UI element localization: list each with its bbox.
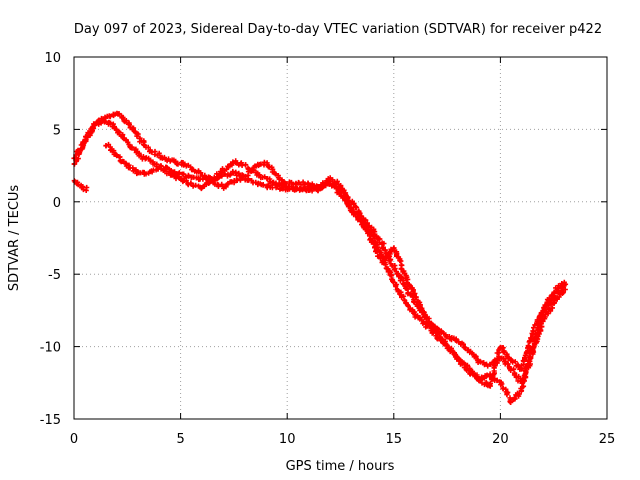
x-tick-label: 20 — [492, 432, 509, 447]
sdtvar-chart: 0 5 10 15 20 25 -15 -10 -5 0 5 10 Day 097 of 2023,… — [0, 0, 640, 480]
chart-title: Day 097 of 2023, Sidereal Day-to-day VTE… — [74, 22, 602, 37]
x-axis-label: GPS time / hours — [286, 459, 395, 474]
x-tick-label: 5 — [176, 432, 184, 447]
x-tick-label: 25 — [599, 432, 616, 447]
x-tick-label: 10 — [279, 432, 296, 447]
x-tick-label: 15 — [386, 432, 403, 447]
y-tick-label: -5 — [48, 268, 61, 283]
x-tick-label: 0 — [70, 432, 78, 447]
y-tick-label: 0 — [53, 196, 61, 211]
y-axis-label: SDTVAR / TECUs — [7, 185, 22, 292]
y-tick-label: 10 — [44, 51, 61, 66]
chart-background — [0, 0, 640, 480]
y-tick-label: -15 — [40, 413, 61, 428]
y-tick-label: 5 — [53, 123, 61, 138]
y-tick-label: -10 — [40, 341, 61, 356]
